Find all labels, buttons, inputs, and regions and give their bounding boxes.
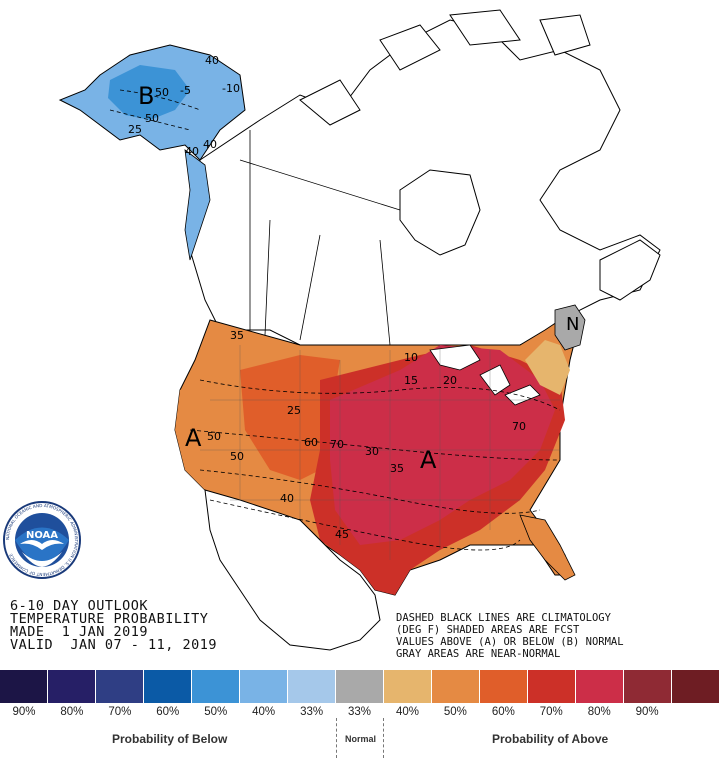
legend-percent: 50% [204,706,228,718]
legend-percent: 90% [12,706,36,718]
alaska-contour-label: 50 [155,86,169,99]
legend-percent: 60% [156,706,180,718]
central-category-letter: A [420,446,437,474]
normal-caption: Normal [345,734,377,744]
alaska-contour-label: -5 [180,84,191,97]
probability-legend: 90% 80% 70% 60% 50% 40% 33% 33% 40% 50% 60% 70% 80% 9… [0,670,719,760]
above-caption: Probability of Above [492,732,609,746]
west-light-region [175,375,320,520]
legend-percent: 60% [491,706,515,718]
alaska-contour-label: 25 [128,123,142,136]
legend-swatch [432,670,480,703]
noaa-logo-text: NOAA [26,530,58,541]
outlook-title-block: 6-10 DAY OUTLOOK TEMPERATURE PROBABILITY… [10,598,218,653]
alaska-contour-label: 40 [205,54,219,67]
legend-percent: 33% [348,706,372,718]
mexico-outline [204,489,381,651]
legend-swatch [288,670,336,703]
west-contour-label: 60 [304,436,318,449]
legend-percent: 40% [252,706,276,718]
legend-swatch [624,670,672,703]
central-contour-label: 70 [512,420,526,433]
note-line: DASHED BLACK LINES ARE CLIMATOLOGY [396,612,611,624]
below-caption: Probability of Below [112,732,228,746]
alaska-contour-label: -10 [222,82,240,95]
west-contour-label: 40 [280,492,294,505]
legend-swatch [528,670,576,703]
central-contour-label: 35 [390,462,404,475]
legend-swatch [192,670,240,703]
legend-percent: 33% [300,706,324,718]
central-contour-label: 10 [404,351,418,364]
central-contour-label: 45 [335,528,349,541]
legend-percent: 80% [60,706,84,718]
legend-swatch [0,670,48,703]
legend-swatch [384,670,432,703]
legend-percent: 70% [108,706,132,718]
florida-region [519,514,576,581]
legend-swatch [672,670,719,703]
noaa-logo: NOAA NATIONAL OCEANIC AND ATMOSPHERIC AD… [3,501,81,579]
alaska-category-letter: B [138,82,154,110]
alaska-contour-label: 50 [145,112,159,125]
normal-divider-left [336,718,337,758]
northeast-category-letter: N [566,314,579,335]
title-line: 6-10 DAY OUTLOOK [10,598,149,614]
note-line: VALUES ABOVE (A) OR BELOW (B) NORMAL [396,636,624,648]
alaska-contour-label: 40 [203,138,217,151]
alaska-core [108,65,190,120]
legend-swatch [144,670,192,703]
note-line: GRAY AREAS ARE NEAR-NORMAL [396,648,561,660]
west-60-region [240,355,340,480]
state-borders [200,345,560,560]
legend-swatch [48,670,96,703]
legend-percent: 80% [587,706,611,718]
notes-block: DASHED BLACK LINES ARE CLIMATOLOGY (DEG … [396,612,624,660]
legend-percent [671,706,719,718]
legend-swatch [96,670,144,703]
legend-percent: 50% [443,706,467,718]
west-contour-label: 25 [287,404,301,417]
legend-percent: 40% [395,706,419,718]
note-line: (DEG F) SHADED AREAS ARE FCST [396,624,580,636]
legend-percent: 70% [539,706,563,718]
alaska-panhandle [184,149,211,261]
forecast-map: B A A N 40 50 -5 -10 40 50 40 25 35 50 5… [58,9,661,651]
normal-divider-right [383,718,384,758]
province-borders [239,130,401,346]
west-category-letter: A [185,424,202,452]
title-line: VALID JAN 07 - 11, 2019 [10,637,218,653]
west-contour-label: 50 [230,450,244,463]
hudson-bay [399,169,481,256]
west-contour-label: 50 [207,430,221,443]
title-line: TEMPERATURE PROBABILITY [10,611,209,627]
northeast-50-region [525,340,570,395]
near-normal-region [554,304,586,351]
title-line: MADE 1 JAN 2019 [10,624,149,640]
west-contour-label: 70 [330,438,344,451]
great-lakes [429,344,541,406]
legend-percent-labels: 90% 80% 70% 60% 50% 40% 33% 33% 40% 50% 60% 70% 80% 9… [0,706,719,718]
noaa-gull-icon [20,540,64,550]
arctic-islands [299,9,591,126]
central-contour-label: 30 [365,445,379,458]
central-contour-label: 20 [443,374,457,387]
central-contour-label: 15 [404,374,418,387]
alaska-contour-label: 40 [185,145,199,158]
legend-swatch [480,670,528,703]
west-contour-label: 35 [230,329,244,342]
central-80-region [330,345,555,545]
legend-percent: 90% [635,706,659,718]
legend-swatch [336,670,384,703]
legend-swatch [576,670,624,703]
atlantic-coast-canada [599,239,661,301]
legend-swatch [240,670,288,703]
climatology-lines [109,89,561,551]
legend-swatches [0,670,719,703]
